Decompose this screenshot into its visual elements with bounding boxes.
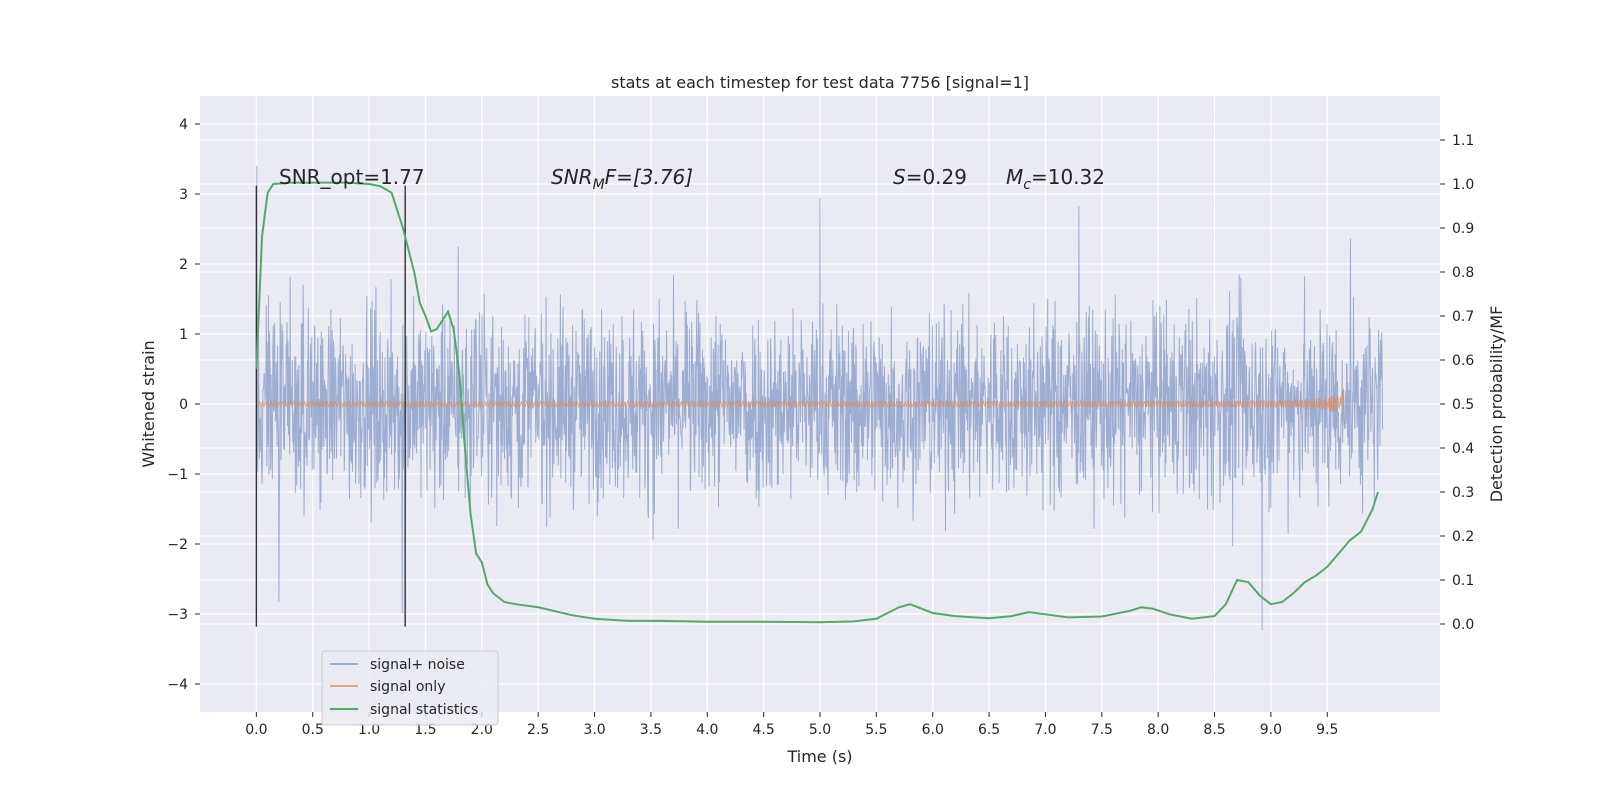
signal-only-line bbox=[255, 390, 1345, 426]
x-tick-label: 8.0 bbox=[1147, 722, 1169, 738]
legend: signal+ noise signal only signal statist… bbox=[321, 650, 499, 726]
mc-value: =10.32 bbox=[1031, 165, 1105, 189]
y-tick-label: −2 bbox=[167, 537, 188, 553]
x-tick-label: 2.0 bbox=[471, 722, 493, 738]
snr-mf-value: F=[3.76] bbox=[605, 165, 693, 189]
legend-label-statistics: signal statistics bbox=[370, 702, 478, 718]
x-tick-label: 1.5 bbox=[414, 722, 436, 738]
y2-tick-label: 0.1 bbox=[1452, 573, 1474, 589]
y-axis-ticks: −4 −3 −2 −1 0 1 2 3 4 bbox=[167, 117, 200, 693]
signal-noise-line bbox=[255, 165, 1384, 631]
legend-label-noise: signal+ noise bbox=[370, 657, 465, 673]
snr-mf-symbol: SNR bbox=[551, 165, 593, 189]
s-symbol: S bbox=[893, 165, 906, 189]
mc-subscript: c bbox=[1023, 177, 1031, 193]
x-tick-label: 1.0 bbox=[358, 722, 380, 738]
y-tick-label: −1 bbox=[167, 467, 188, 483]
x-tick-label: 4.5 bbox=[753, 722, 775, 738]
signal-statistics-series bbox=[255, 181, 1379, 624]
x-tick-label: 7.0 bbox=[1034, 722, 1056, 738]
x-tick-label: 2.5 bbox=[527, 722, 549, 738]
y-tick-label: 4 bbox=[179, 117, 188, 133]
y2-tick-label: 0.9 bbox=[1452, 221, 1474, 237]
mc-symbol: M bbox=[1006, 165, 1023, 189]
y2-tick-label: 0.4 bbox=[1452, 441, 1474, 457]
x-tick-label: 7.5 bbox=[1091, 722, 1113, 738]
annotation-snr-mf: SNRMF=[3.76] bbox=[551, 165, 693, 193]
y2-tick-label: 0.3 bbox=[1452, 485, 1474, 501]
y-tick-label: 2 bbox=[179, 257, 188, 273]
y2-tick-label: 1.1 bbox=[1452, 133, 1474, 149]
y2-axis-ticks: 0.0 0.1 0.2 0.3 0.4 0.5 0.6 0.7 0.8 0.9 1.0 1.1 bbox=[1440, 133, 1474, 633]
y2-tick-label: 0.5 bbox=[1452, 397, 1474, 413]
annotation-snr-opt: SNR_opt=1.77 bbox=[279, 165, 425, 189]
chart-title: stats at each timestep for test data 775… bbox=[611, 73, 1029, 92]
signal-only-series bbox=[255, 390, 1345, 426]
s-value: =0.29 bbox=[906, 165, 967, 189]
x-tick-label: 9.5 bbox=[1316, 722, 1338, 738]
y2-axis-title: Detection probability/MF bbox=[1487, 306, 1506, 503]
y-tick-label: −4 bbox=[167, 677, 188, 693]
x-tick-label: 3.0 bbox=[583, 722, 605, 738]
x-axis-ticks: 0.0 0.5 1.0 1.5 2.0 2.5 3.0 3.5 4.0 4.5 5.0 5.5 6.0 6… bbox=[245, 712, 1338, 738]
legend-box bbox=[321, 650, 499, 726]
x-tick-label: 9.0 bbox=[1260, 722, 1282, 738]
x-tick-label: 6.5 bbox=[978, 722, 1000, 738]
y2-tick-label: 0.2 bbox=[1452, 529, 1474, 545]
y2-tick-label: 0.7 bbox=[1452, 309, 1474, 325]
annotation-s: S=0.29 bbox=[893, 165, 967, 189]
y2-tick-label: 1.0 bbox=[1452, 177, 1474, 193]
y-tick-label: 1 bbox=[179, 327, 188, 343]
x-tick-label: 6.0 bbox=[922, 722, 944, 738]
x-tick-label: 3.5 bbox=[640, 722, 662, 738]
annotation-mc: Mc=10.32 bbox=[1006, 165, 1105, 193]
x-tick-label: 8.5 bbox=[1203, 722, 1225, 738]
y-tick-label: 3 bbox=[179, 187, 188, 203]
x-tick-label: 0.0 bbox=[245, 722, 267, 738]
x-tick-label: 5.5 bbox=[865, 722, 887, 738]
y2-tick-label: 0.0 bbox=[1452, 617, 1474, 633]
x-tick-label: 0.5 bbox=[302, 722, 324, 738]
y-tick-label: 0 bbox=[179, 397, 188, 413]
vertical-markers bbox=[255, 185, 406, 627]
x-axis-title: Time (s) bbox=[786, 747, 852, 766]
x-tick-label: 4.0 bbox=[696, 722, 718, 738]
x-tick-label: 5.0 bbox=[809, 722, 831, 738]
legend-label-signal: signal only bbox=[370, 679, 445, 695]
y2-tick-label: 0.6 bbox=[1452, 353, 1474, 369]
snr-mf-subscript: M bbox=[593, 177, 605, 193]
y-axis-title: Whitened strain bbox=[139, 340, 158, 467]
signal-statistics-line bbox=[255, 181, 1379, 624]
signal-noise-series bbox=[255, 165, 1384, 631]
y2-tick-label: 0.8 bbox=[1452, 265, 1474, 281]
y-tick-label: −3 bbox=[167, 607, 188, 623]
